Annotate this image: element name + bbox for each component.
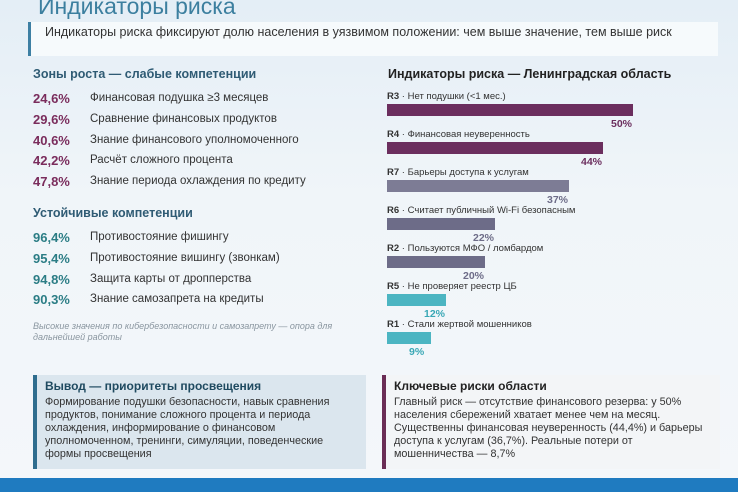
bar-label-separator: · <box>399 167 408 178</box>
bar-code: R1 <box>387 319 400 330</box>
bar-label: R6 · Считает публичный Wi-Fi безопасным <box>387 205 575 216</box>
bar-code: R3 <box>387 91 400 102</box>
conclusion-heading: Вывод — приоритеты просвещения <box>45 379 262 393</box>
item-label: Расчёт сложного процента <box>90 154 233 167</box>
item-label: Финансовая подушка ≥3 месяцев <box>90 92 269 104</box>
item-label: Противостояние вишингу (звонкам) <box>90 251 280 264</box>
bar <box>387 142 603 154</box>
footnote: Высокие значения по кибербезопасности и … <box>33 321 333 342</box>
bar-code: R4 <box>387 129 400 140</box>
bar-category: Финансовая неуверенность <box>407 129 530 140</box>
bar-category: Барьеры доступа к услугам <box>407 167 529 178</box>
bar-value-label: 9% <box>409 346 425 358</box>
bar-label-separator: · <box>399 243 408 254</box>
bar-value-label: 12% <box>424 308 446 320</box>
bar-code: R7 <box>387 167 400 178</box>
strong-competencies-heading: Устойчивые компетенции <box>33 206 193 220</box>
bar-label-separator: · <box>399 91 408 102</box>
key-risks-text: Главный риск — отсутствие финансового ре… <box>394 396 703 460</box>
bar-label: R3 · Нет подушки (<1 мес.) <box>387 91 506 102</box>
bar-label: R5 · Не проверяет реестр ЦБ <box>387 281 517 292</box>
bar-category: Нет подушки (<1 мес.) <box>407 91 506 102</box>
bar-label: R2 · Пользуются МФО / ломбардом <box>387 243 543 254</box>
bar-category: Не проверяет реестр ЦБ <box>407 281 517 292</box>
conclusion-text: Формирование подушки безопасности, навык… <box>45 396 330 460</box>
item-label: Знание финансового уполномоченного <box>90 133 299 146</box>
bar-label: R7 · Барьеры доступа к услугам <box>387 167 529 178</box>
bar <box>387 180 569 192</box>
intro-text: Индикаторы риска фиксируют долю населени… <box>28 22 718 56</box>
bar <box>387 332 431 344</box>
page-title: Индикаторы риска <box>38 0 236 19</box>
chart-title: Индикаторы риска — Ленинградская область <box>388 67 672 81</box>
item-percent: 96,4% <box>33 230 70 245</box>
bar-code: R5 <box>387 281 400 292</box>
bar-label-separator: · <box>399 281 408 292</box>
item-percent: 29,6% <box>33 111 70 127</box>
bar <box>387 256 485 268</box>
bar-category: Пользуются МФО / ломбардом <box>407 243 544 254</box>
bar-category: Стали жертвой мошенников <box>407 319 532 330</box>
bar-category: Считает публичный Wi-Fi безопасным <box>407 205 576 216</box>
bar <box>387 294 446 306</box>
key-risks-heading: Ключевые риски области <box>394 379 547 393</box>
bar-label-separator: · <box>399 129 408 140</box>
item-label: Защита карты от дропперства <box>90 272 252 285</box>
item-percent: 94,8% <box>33 271 70 287</box>
item-label: Сравнение финансовых продуктов <box>90 112 277 125</box>
bar-label-separator: · <box>399 205 408 216</box>
item-percent: 90,3% <box>33 292 70 308</box>
item-label: Знание периода охлаждения по кредиту <box>90 175 306 188</box>
bar-label-separator: · <box>399 319 408 330</box>
item-label: Противостояние фишингу <box>90 231 229 243</box>
bar-code: R6 <box>387 205 400 216</box>
item-percent: 95,4% <box>33 250 70 266</box>
bar-value-label: 22% <box>473 232 495 244</box>
item-percent: 24,6% <box>33 91 70 106</box>
item-percent: 42,2% <box>33 153 70 169</box>
item-label: Знание самозапрета на кредиты <box>90 293 264 306</box>
bar-code: R2 <box>387 243 400 254</box>
bar-value-label: 50% <box>611 118 633 130</box>
bar-label: R1 · Стали жертвой мошенников <box>387 319 532 330</box>
conclusion-box: Вывод — приоритеты просвещения Формирова… <box>33 375 366 469</box>
item-percent: 40,6% <box>33 132 70 148</box>
footer-bar <box>0 478 738 492</box>
key-risks-box: Ключевые риски области Главный риск — от… <box>382 375 720 469</box>
bar-value-label: 37% <box>547 194 569 206</box>
weak-competencies-heading: Зоны роста — слабые компетенции <box>33 67 257 81</box>
bar-value-label: 20% <box>463 270 485 282</box>
bar <box>387 104 633 116</box>
bar-label: R4 · Финансовая неуверенность <box>387 129 530 140</box>
item-percent: 47,8% <box>33 174 70 190</box>
bar <box>387 218 495 230</box>
bar-value-label: 44% <box>581 156 603 168</box>
